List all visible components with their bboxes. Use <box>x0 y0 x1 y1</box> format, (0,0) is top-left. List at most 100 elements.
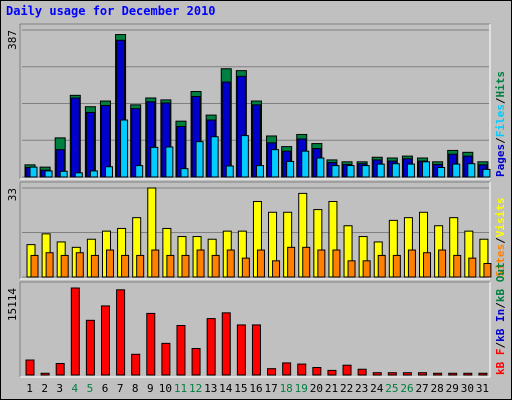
bar-kbytes <box>131 353 141 376</box>
bar-files <box>195 141 204 178</box>
bar-kbytes <box>387 372 397 376</box>
bar-files <box>406 163 415 178</box>
bar-files <box>482 168 491 178</box>
bar-kbytes <box>312 367 322 376</box>
bar-kbytes <box>146 312 156 376</box>
bar-kbytes <box>478 372 488 376</box>
bar-files <box>89 170 98 178</box>
axis-label-part: Files <box>494 104 507 137</box>
bar-files <box>29 166 38 178</box>
x-tick-label: 18 <box>280 382 293 395</box>
bar-sites <box>392 254 401 278</box>
bar-files <box>44 170 53 178</box>
x-tick-label: 31 <box>476 382 489 395</box>
bar-sites <box>181 254 190 278</box>
bar-files <box>225 165 234 178</box>
x-tick-label: 12 <box>189 382 202 395</box>
bar-sites <box>121 254 130 278</box>
bar-files <box>255 165 264 178</box>
axis-label-part: Sites <box>494 244 507 277</box>
bar-files <box>120 119 129 178</box>
bar-sites <box>362 260 371 278</box>
bar-sites <box>407 249 416 278</box>
axis-label-part: / <box>494 302 507 309</box>
bar-sites <box>347 260 356 278</box>
y-max-label: 33 <box>6 188 19 201</box>
bar-files <box>135 165 144 178</box>
series-axis-label: kB F/kB In/kB Out <box>494 262 507 375</box>
x-tick-label: 27 <box>415 382 428 395</box>
bar-kbytes <box>267 368 277 376</box>
bar-sites <box>438 249 447 278</box>
bar-files <box>210 136 219 178</box>
series-axis-label: Sites/Visits <box>494 198 507 278</box>
bar-files <box>271 149 280 178</box>
x-tick-label: 24 <box>370 382 384 395</box>
x-tick-label: 2 <box>41 382 48 395</box>
x-tick-label: 7 <box>117 382 124 395</box>
bar-files <box>467 163 476 178</box>
bar-files <box>316 157 325 178</box>
x-tick-label: 4 <box>72 382 79 395</box>
x-tick-label: 1 <box>26 382 33 395</box>
bar-sites <box>90 254 99 278</box>
x-tick-label: 17 <box>264 382 277 395</box>
bar-files <box>346 165 355 178</box>
bar-sites <box>226 249 235 278</box>
bar-sites <box>30 254 39 278</box>
bar-sites <box>75 252 84 278</box>
bar-kbytes <box>448 372 458 376</box>
bar-kbytes <box>100 305 110 376</box>
bar-sites <box>105 249 114 278</box>
bar-kbytes <box>327 369 337 376</box>
bar-kbytes <box>191 348 201 376</box>
bar-kbytes <box>161 342 171 376</box>
bar-kbytes <box>282 362 292 376</box>
x-tick-label: 11 <box>174 382 187 395</box>
x-tick-label: 6 <box>102 382 109 395</box>
bar-sites <box>317 249 326 278</box>
bar-files <box>452 163 461 178</box>
x-tick-label: 22 <box>340 382 353 395</box>
bar-pages <box>85 111 95 178</box>
axis-label-part: / <box>494 237 507 244</box>
bar-sites <box>377 254 386 278</box>
bar-pages <box>70 97 80 178</box>
bar-kbytes <box>418 372 428 376</box>
bar-sites <box>256 249 265 278</box>
bar-sites <box>453 254 462 278</box>
x-tick-label: 3 <box>56 382 63 395</box>
bar-files <box>240 135 249 178</box>
bar-sites <box>211 254 220 278</box>
axis-label-part: / <box>494 97 507 104</box>
bar-kbytes <box>25 359 35 376</box>
bar-files <box>437 167 446 178</box>
bar-kbytes <box>236 324 246 376</box>
x-tick-label: 8 <box>132 382 139 395</box>
chart-title: Daily usage for December 2010 <box>6 4 216 18</box>
bar-sites <box>287 246 296 278</box>
bar-kbytes <box>70 287 80 376</box>
bar-files <box>180 168 189 178</box>
bar-files <box>361 165 370 178</box>
bar-files <box>104 166 113 178</box>
x-tick-label: 10 <box>159 382 172 395</box>
x-tick-label: 26 <box>400 382 413 395</box>
x-tick-label: 19 <box>295 382 308 395</box>
bar-kbytes <box>297 363 307 376</box>
x-tick-label: 5 <box>87 382 94 395</box>
bar-files <box>301 150 310 178</box>
bar-sites <box>483 263 492 278</box>
bar-sites <box>151 249 160 278</box>
x-tick-label: 21 <box>325 382 338 395</box>
axis-label-part: kB In <box>494 309 507 342</box>
bar-files <box>150 146 159 178</box>
axis-label-part: kB Out <box>494 262 507 302</box>
bar-kbytes <box>176 324 186 376</box>
bar-sites <box>196 249 205 278</box>
bar-kbytes <box>116 289 126 376</box>
x-tick-label: 29 <box>446 382 459 395</box>
bar-kbytes <box>402 372 412 376</box>
